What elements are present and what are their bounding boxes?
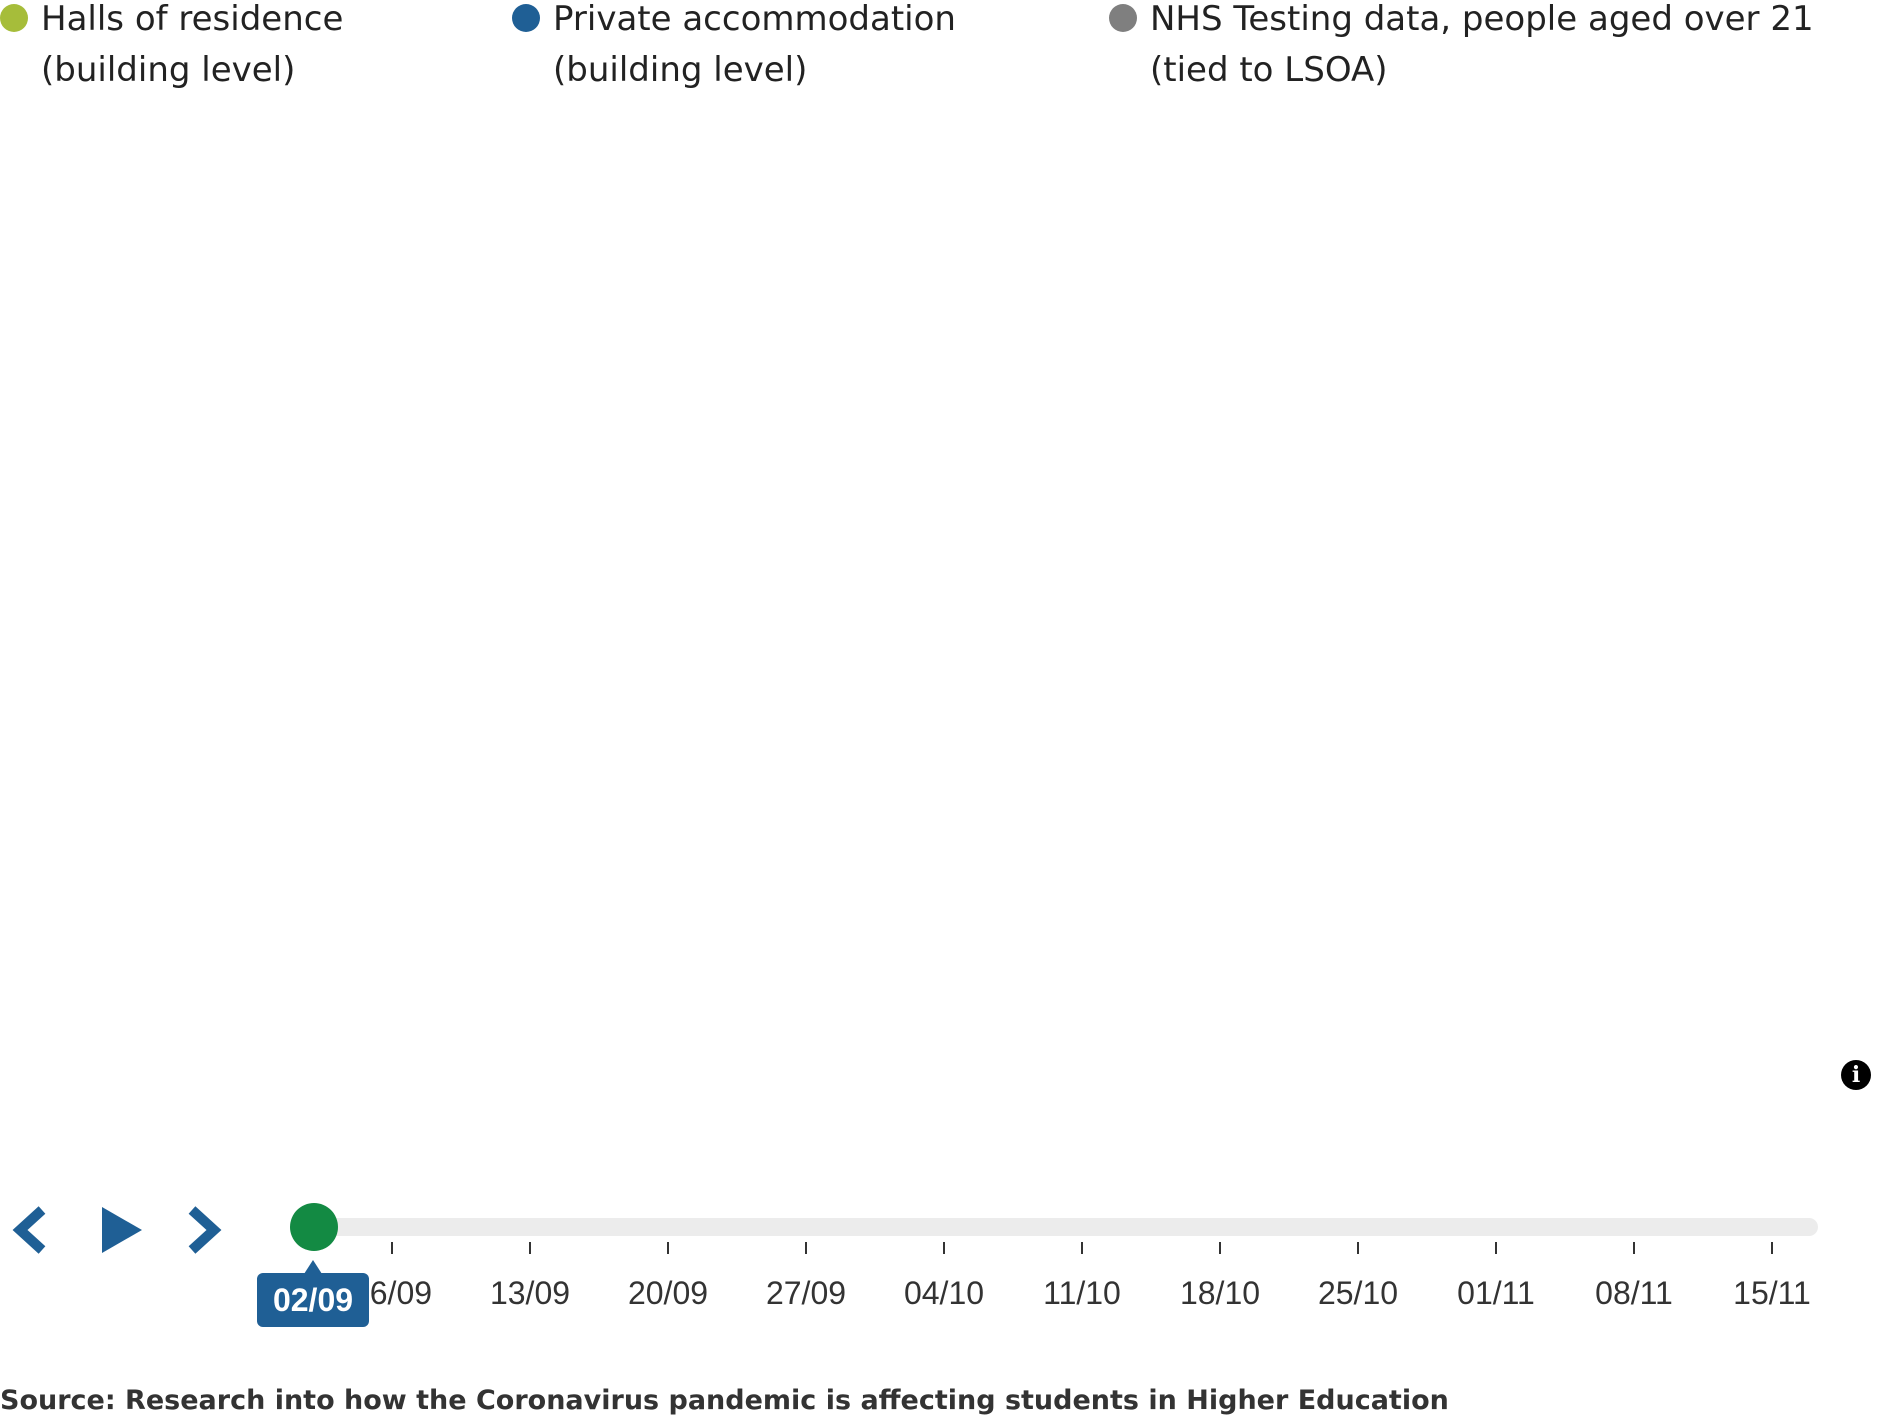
current-date-label: 02/09 xyxy=(257,1260,369,1327)
slider-track[interactable] xyxy=(310,1218,1818,1236)
legend-dot-halls xyxy=(0,4,28,32)
tick-mark xyxy=(1495,1242,1497,1254)
tick-mark xyxy=(1081,1242,1083,1254)
legend-dot-private xyxy=(512,4,540,32)
tick-mark xyxy=(1771,1242,1773,1254)
tick-mark xyxy=(943,1242,945,1254)
tick-label: 25/10 xyxy=(1317,1275,1399,1311)
legend-label-private: Private accommodation (building level) xyxy=(553,0,956,90)
tick-label: 01/11 xyxy=(1457,1275,1535,1311)
tick-label: 27/09 xyxy=(765,1275,847,1311)
tick-mark xyxy=(1219,1242,1221,1254)
timeline-controls xyxy=(0,1200,260,1260)
tick-label: 18/10 xyxy=(1179,1275,1261,1311)
tick-mark xyxy=(805,1242,807,1254)
legend-item-private: Private accommodation (building level) xyxy=(512,0,982,96)
next-button[interactable] xyxy=(178,1200,238,1260)
legend-label-halls: Halls of residence (building level) xyxy=(41,0,344,90)
tick-label: 11/10 xyxy=(1043,1275,1121,1311)
timeline-slider[interactable]: 06/09 13/09 20/09 27/09 04/10 11/10 18/10 25/10… xyxy=(257,1203,1830,1330)
source-note: Source: Research into how the Coronaviru… xyxy=(0,1385,1449,1416)
previous-button[interactable] xyxy=(2,1200,62,1260)
slider-handle[interactable] xyxy=(290,1203,338,1251)
tick-label: 20/09 xyxy=(627,1275,709,1311)
tick-label: 15/11 xyxy=(1733,1275,1811,1311)
info-icon[interactable]: i xyxy=(1841,1060,1871,1090)
play-button[interactable] xyxy=(90,1200,150,1260)
tick-label: 04/10 xyxy=(903,1275,985,1311)
tick-mark xyxy=(667,1242,669,1254)
tick-mark xyxy=(529,1242,531,1254)
tick-label: 13/09 xyxy=(489,1275,571,1311)
legend-dot-nhs xyxy=(1109,4,1137,32)
play-icon xyxy=(102,1207,142,1253)
chevron-right-icon xyxy=(188,1206,222,1254)
chevron-left-icon xyxy=(12,1206,46,1254)
map-area[interactable] xyxy=(0,110,1877,1170)
legend-item-nhs: NHS Testing data, people aged over 21 (t… xyxy=(1109,0,1877,96)
tick-mark xyxy=(1357,1242,1359,1254)
tick-label: 08/11 xyxy=(1595,1275,1673,1311)
legend: Halls of residence (building level) Priv… xyxy=(0,0,1877,110)
tick-mark xyxy=(1633,1242,1635,1254)
legend-label-nhs: NHS Testing data, people aged over 21 (t… xyxy=(1150,0,1814,90)
tick-mark xyxy=(391,1242,393,1254)
legend-item-halls: Halls of residence (building level) xyxy=(0,0,380,96)
